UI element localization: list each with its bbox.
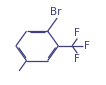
Text: Br: Br xyxy=(50,7,62,17)
Text: F: F xyxy=(74,54,80,64)
Text: F: F xyxy=(84,41,90,51)
Text: F: F xyxy=(74,28,80,38)
